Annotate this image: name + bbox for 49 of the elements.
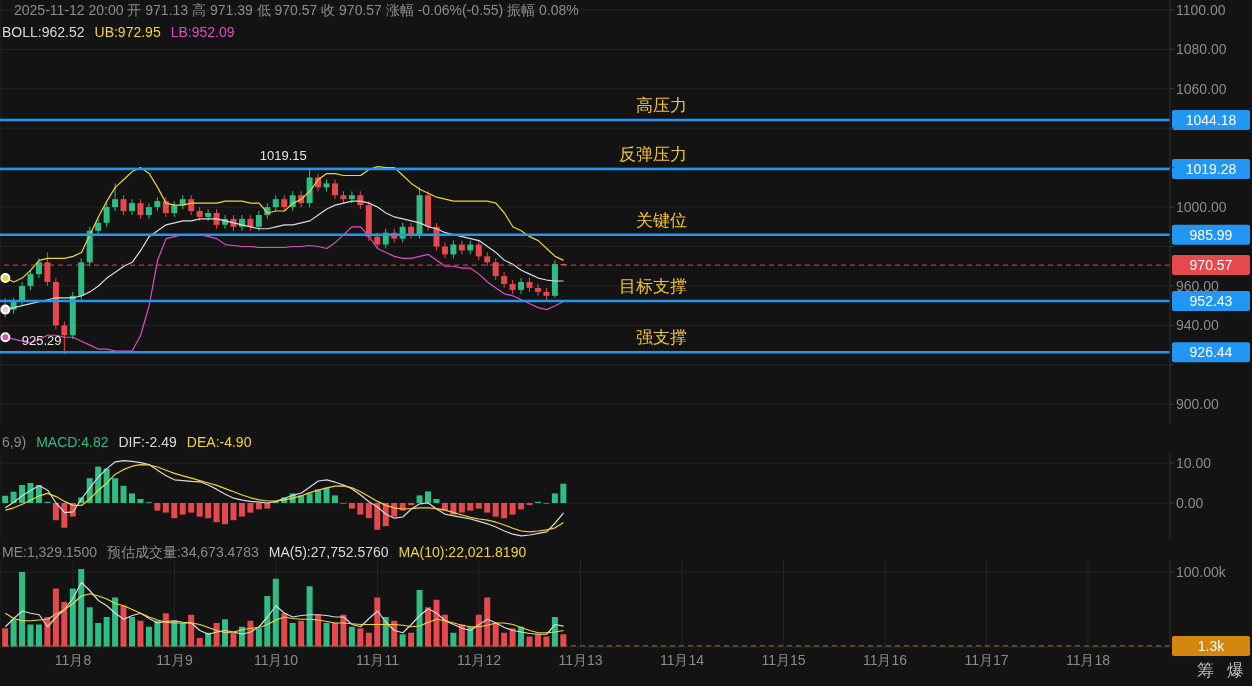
annotation: 925.29 [21,333,62,349]
ref-line-label: 970.57 [1189,257,1233,274]
text: MA(10):22,021.8190 [398,544,527,562]
ref-line-label: 926.44 [1189,344,1233,361]
y-tick-label: 1080.00 [1176,41,1227,58]
ref-line-label: 985.99 [1189,226,1233,243]
ref-line-label: 1.3k [1197,638,1226,654]
ref-line-label: 1044.18 [1185,111,1237,128]
chart-title: 2025-11-12 20:00 开 971.13 高 971.39 低 970.57 收 970.57 涨幅 -0.06%(-0.55) 振幅 0.08% [14,2,579,20]
annotation: 反弹压力 [619,145,688,165]
annotation: 强支撑 [636,328,688,348]
x-tick-label: 11月17 [964,651,1009,668]
y-tick-label: 1060.00 [1176,80,1227,97]
annotation: 高压力 [636,95,688,115]
y-tick-label: 10.00 [1176,454,1212,471]
ref-line-label: 952.43 [1189,292,1233,309]
y-tick-label: 940.00 [1176,317,1220,334]
series-label: ME:1,329.1500 [2,544,97,562]
text: MA(5):27,752.5760 [268,544,389,562]
x-tick-label: 11月13 [558,651,603,668]
x-tick-label: 11月11 [355,651,400,668]
y-tick-label: 100.00k [1176,563,1227,580]
y-tick-label: 960.00 [1176,277,1220,294]
x-tick-label: 11月9 [156,651,193,668]
x-tick-label: 11月15 [761,651,806,668]
legend-title: 6,9) [2,434,27,450]
y-tick-label: 0.00 [1176,494,1204,511]
x-tick-label: 11月16 [862,651,908,668]
x-tick-label: 11月10 [253,651,299,668]
y-tick-label: 900.00 [1176,396,1220,413]
series-label: DEA:-4.90 [186,434,252,450]
x-tick-label: 11月12 [456,651,502,668]
annotation: 关键位 [636,210,688,230]
series-label: DIF:-2.49 [118,434,177,450]
ref-line-label: 1019.28 [1185,161,1237,178]
annotation: 目标支撑 [619,276,688,296]
annotation: 预估成交量:34,673.4783 [106,544,259,562]
x-tick-label: 11月18 [1065,651,1111,668]
annotation: 1019.15 [259,148,307,164]
text: BOLL:962.52 [2,24,85,40]
x-tick-label: 11月8 [54,651,92,668]
x-tick-label: 11月14 [659,651,705,668]
text: 筹 [1197,660,1214,682]
series-label: MACD:4.82 [36,434,109,450]
y-tick-label: 1000.00 [1176,199,1227,216]
y-tick-label: 1100.00 [1176,1,1226,18]
text: LB:952.09 [170,24,235,40]
text: UB:972.95 [94,24,161,40]
text: 爆 [1227,660,1244,682]
